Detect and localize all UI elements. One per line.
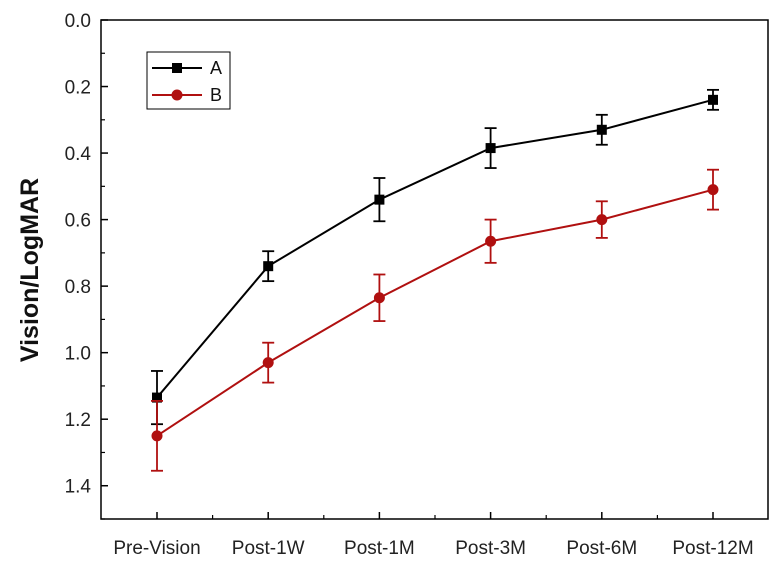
series-line [156, 188, 714, 437]
legend-marker [171, 89, 183, 101]
y-tick-label: 1.0 [65, 344, 91, 365]
data-point [374, 194, 385, 205]
data-point [596, 214, 608, 226]
data-point [263, 261, 274, 272]
y-tick-label: 0.4 [65, 144, 92, 165]
legend-label: A [210, 58, 222, 78]
series-B [151, 168, 719, 472]
series-line [156, 98, 714, 399]
legend-entry-B: B [152, 85, 222, 105]
x-tick-label: Pre-Vision [113, 538, 200, 559]
y-tick-label: 1.2 [65, 410, 91, 431]
legend-box [146, 51, 231, 110]
x-tick-label: Post-6M [566, 538, 637, 559]
series-A [151, 88, 719, 426]
data-point [262, 357, 274, 369]
y-tick-label: 1.4 [65, 477, 92, 498]
data-point [152, 392, 162, 403]
x-tick-label: Post-1W [232, 538, 305, 559]
y-axis-label: Vision/LogMAR [16, 178, 44, 362]
legend-label: B [210, 85, 222, 105]
legend: AB [146, 51, 231, 110]
y-tick-label: 0.0 [65, 11, 91, 32]
legend-entry-A: A [152, 58, 222, 78]
data-point [373, 292, 385, 304]
series-layer [151, 88, 719, 472]
x-tick-label: Post-3M [455, 538, 526, 559]
y-tick-label: 0.6 [65, 211, 91, 232]
y-axis: 0.0 0.2 0.4 0.6 0.8 1.0 1.2 1.4 [65, 11, 108, 520]
data-point [485, 235, 497, 247]
data-point [596, 124, 607, 135]
data-point [708, 94, 718, 105]
x-axis: Pre-Vision Post-1W Post-1M Post-3M Post-6M Po… [113, 512, 754, 559]
y-tick-label: 0.8 [65, 277, 91, 298]
data-point [151, 430, 163, 442]
y-tick-label: 0.2 [65, 78, 91, 99]
x-tick-label: Post-1M [344, 538, 415, 559]
x-tick-label: Post-12M [672, 538, 753, 559]
data-point [707, 184, 719, 196]
data-point [485, 143, 496, 154]
legend-marker [172, 63, 182, 73]
